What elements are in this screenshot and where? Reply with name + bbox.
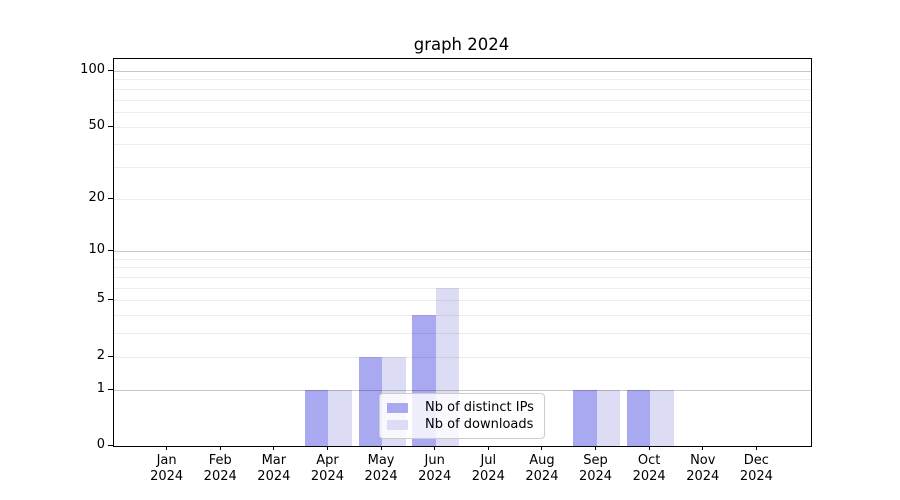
xtick-label-aug: Aug 2024: [525, 453, 559, 484]
gridline-minor-4: [114, 315, 811, 317]
bar-downloads-apr: [328, 389, 352, 446]
chart-title: graph 2024: [413, 35, 510, 54]
xtick-label-sep: Sep 2024: [578, 453, 613, 484]
ytick-label-10: 10: [88, 242, 105, 258]
bar-distinct-ips-sep: [573, 389, 597, 446]
xtick-label-mar: Mar 2024: [257, 453, 291, 484]
gridline-minor-5: [114, 300, 811, 302]
gridline-minor-80: [114, 88, 811, 90]
gridline-minor-70: [114, 99, 811, 101]
bar-downloads-sep: [596, 389, 621, 446]
ytick-mark-100: [108, 69, 113, 71]
xtick-mark-nov: [702, 446, 704, 450]
bar-distinct-ips-oct: [626, 389, 651, 446]
xtick-label-jan: Jan 2024: [150, 453, 184, 484]
xtick-mark-may: [380, 446, 382, 450]
bar-downloads-oct: [650, 389, 674, 446]
xtick-mark-jun: [434, 446, 436, 450]
xtick-label-jun: Jun 2024: [418, 453, 452, 484]
ytick-mark-5: [108, 299, 113, 301]
xtick-mark-mar: [273, 446, 275, 450]
ytick-label-5: 5: [96, 291, 105, 307]
gridline-minor-60: [114, 111, 811, 113]
xtick-label-oct: Oct 2024: [632, 453, 666, 484]
ytick-label-2: 2: [96, 347, 105, 363]
gridline-minor-40: [114, 144, 811, 146]
ytick-mark-20: [108, 197, 113, 199]
gridline-minor-7: [114, 277, 811, 279]
xtick-mark-jul: [487, 446, 489, 450]
ytick-mark-10: [108, 250, 113, 252]
xtick-label-dec: Dec 2024: [739, 453, 773, 484]
legend-box: Nb of distinct IPs Nb of downloads: [379, 393, 545, 439]
ytick-mark-0: [108, 445, 113, 446]
legend-label-downloads: Nb of downloads: [425, 417, 534, 432]
ytick-label-100: 100: [80, 61, 105, 77]
ytick-mark-1: [108, 388, 113, 390]
xtick-mark-aug: [541, 446, 543, 450]
plot-area: Nb of distinct IPs Nb of downloads: [113, 58, 812, 447]
legend-label-distinct-ips: Nb of distinct IPs: [425, 400, 534, 415]
ytick-label-50: 50: [88, 117, 105, 133]
legend-entry-distinct-ips: Nb of distinct IPs: [387, 399, 536, 416]
gridline-minor-9: [114, 258, 811, 260]
xtick-mark-apr: [326, 446, 328, 450]
ytick-label-1: 1: [96, 380, 105, 396]
gridline-major-1: [114, 389, 811, 391]
xtick-mark-oct: [648, 446, 650, 450]
ytick-label-0: 0: [96, 437, 105, 452]
bar-distinct-ips-may: [358, 356, 383, 446]
xtick-mark-jan: [166, 446, 168, 450]
ytick-label-20: 20: [88, 189, 105, 205]
xtick-mark-sep: [595, 446, 597, 450]
xtick-label-feb: Feb 2024: [203, 453, 237, 484]
gridline-minor-6: [114, 287, 811, 289]
gridline-minor-3: [114, 333, 811, 335]
bar-distinct-ips-apr: [304, 389, 329, 446]
gridline-minor-50: [114, 126, 811, 128]
gridline-major-10: [114, 251, 811, 253]
gridline-minor-30: [114, 166, 811, 168]
gridline-minor-20: [114, 198, 811, 200]
ytick-mark-2: [108, 355, 113, 357]
legend-entry-downloads: Nb of downloads: [387, 416, 536, 433]
xtick-label-nov: Nov 2024: [686, 453, 720, 484]
gridline-major-100: [114, 70, 811, 72]
xtick-mark-feb: [219, 446, 221, 450]
gridline-minor-2: [114, 356, 811, 358]
xtick-mark-dec: [755, 446, 757, 450]
legend-swatch-distinct-ips: [387, 402, 408, 413]
xtick-label-may: May 2024: [364, 453, 398, 484]
ytick-mark-50: [108, 125, 113, 127]
xtick-label-apr: Apr 2024: [310, 453, 344, 484]
gridline-minor-90: [114, 79, 811, 81]
xtick-label-jul: Jul 2024: [471, 453, 505, 484]
legend-swatch-downloads: [387, 419, 408, 430]
gridline-minor-8: [114, 267, 811, 269]
